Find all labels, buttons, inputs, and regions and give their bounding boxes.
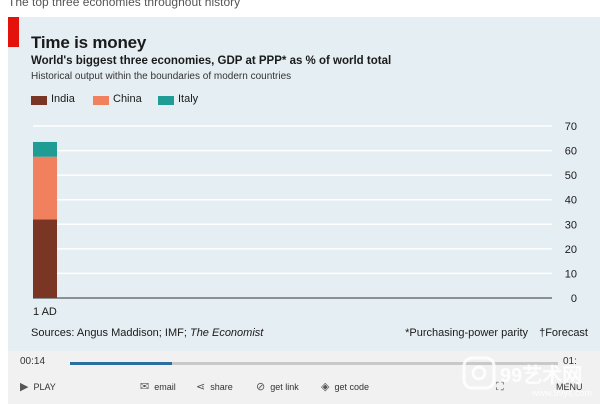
- y-tick-label-10: 10: [565, 268, 577, 280]
- video-player-bar: [8, 351, 600, 404]
- y-tick-label-50: 50: [565, 170, 577, 182]
- email-button[interactable]: ✉ email: [140, 380, 176, 394]
- source-publication: The Economist: [189, 327, 264, 339]
- chart-note: Historical output within the boundaries …: [31, 71, 292, 82]
- share-button[interactable]: ⋖ share: [196, 380, 233, 394]
- y-tick-label-30: 30: [565, 219, 577, 231]
- y-tick-label-70: 70: [565, 121, 577, 133]
- legend-swatch-italy: [158, 96, 174, 105]
- legend-label-china: China: [113, 93, 142, 105]
- link-icon: ⊘: [256, 380, 266, 393]
- footnote-ppp: *Purchasing-power parity: [405, 327, 529, 339]
- progress-fill: [70, 362, 173, 365]
- bar-china-0: [33, 156, 57, 220]
- x-tick-label-0: 1 AD: [33, 306, 57, 318]
- email-label: email: [154, 382, 176, 392]
- footnote-forecast: †Forecast: [539, 327, 588, 339]
- bar-india-0: [33, 219, 57, 298]
- menu-label: MENU: [556, 382, 583, 392]
- legend-swatch-india: [31, 96, 47, 105]
- brand-red-tag: [8, 17, 19, 47]
- share-label: share: [210, 382, 233, 392]
- play-button[interactable]: ▶ PLAY: [20, 380, 56, 394]
- get-link-button[interactable]: ⊘ get link: [256, 380, 299, 394]
- bar-italy-0: [33, 141, 57, 157]
- current-time: 00:14: [20, 356, 46, 367]
- y-tick-label-0: 0: [571, 293, 577, 305]
- fullscreen-icon: ⛶: [496, 380, 504, 393]
- chart-footnotes: *Purchasing-power parity †Forecast: [397, 327, 588, 339]
- y-tick-label-60: 60: [565, 146, 577, 158]
- code-icon: ◈: [321, 380, 330, 393]
- legend-label-india: India: [51, 93, 75, 105]
- legend-label-italy: Italy: [178, 93, 199, 105]
- source-text: Sources: Angus Maddison; IMF;: [31, 327, 190, 339]
- menu-button[interactable]: MENU: [556, 380, 583, 394]
- watermark-text: 99艺术网: [500, 363, 582, 387]
- chart-subtitle: World's biggest three economies, GDP at …: [31, 55, 392, 67]
- chart-panel: [8, 17, 600, 351]
- end-time: 01:: [563, 356, 577, 367]
- email-icon: ✉: [140, 380, 150, 393]
- page-caption: The top three economies throughout histo…: [8, 0, 241, 9]
- share-icon: ⋖: [196, 380, 206, 393]
- y-tick-label-20: 20: [565, 244, 577, 256]
- play-label: PLAY: [33, 382, 56, 392]
- watermark-logo: 99艺术网 www.99ys.com: [462, 356, 592, 398]
- fullscreen-button[interactable]: ⛶: [496, 380, 504, 394]
- get-link-label: get link: [270, 382, 299, 392]
- y-tick-label-40: 40: [565, 195, 577, 207]
- chart-source: Sources: Angus Maddison; IMF; The Econom…: [31, 327, 263, 339]
- watermark-url: www.99ys.com: [531, 388, 592, 398]
- progress-track[interactable]: [70, 362, 558, 365]
- play-icon: ▶: [20, 380, 29, 393]
- get-code-label: get code: [334, 382, 369, 392]
- legend-swatch-china: [93, 96, 109, 105]
- chart-title: Time is money: [31, 33, 147, 52]
- get-code-button[interactable]: ◈ get code: [321, 380, 369, 394]
